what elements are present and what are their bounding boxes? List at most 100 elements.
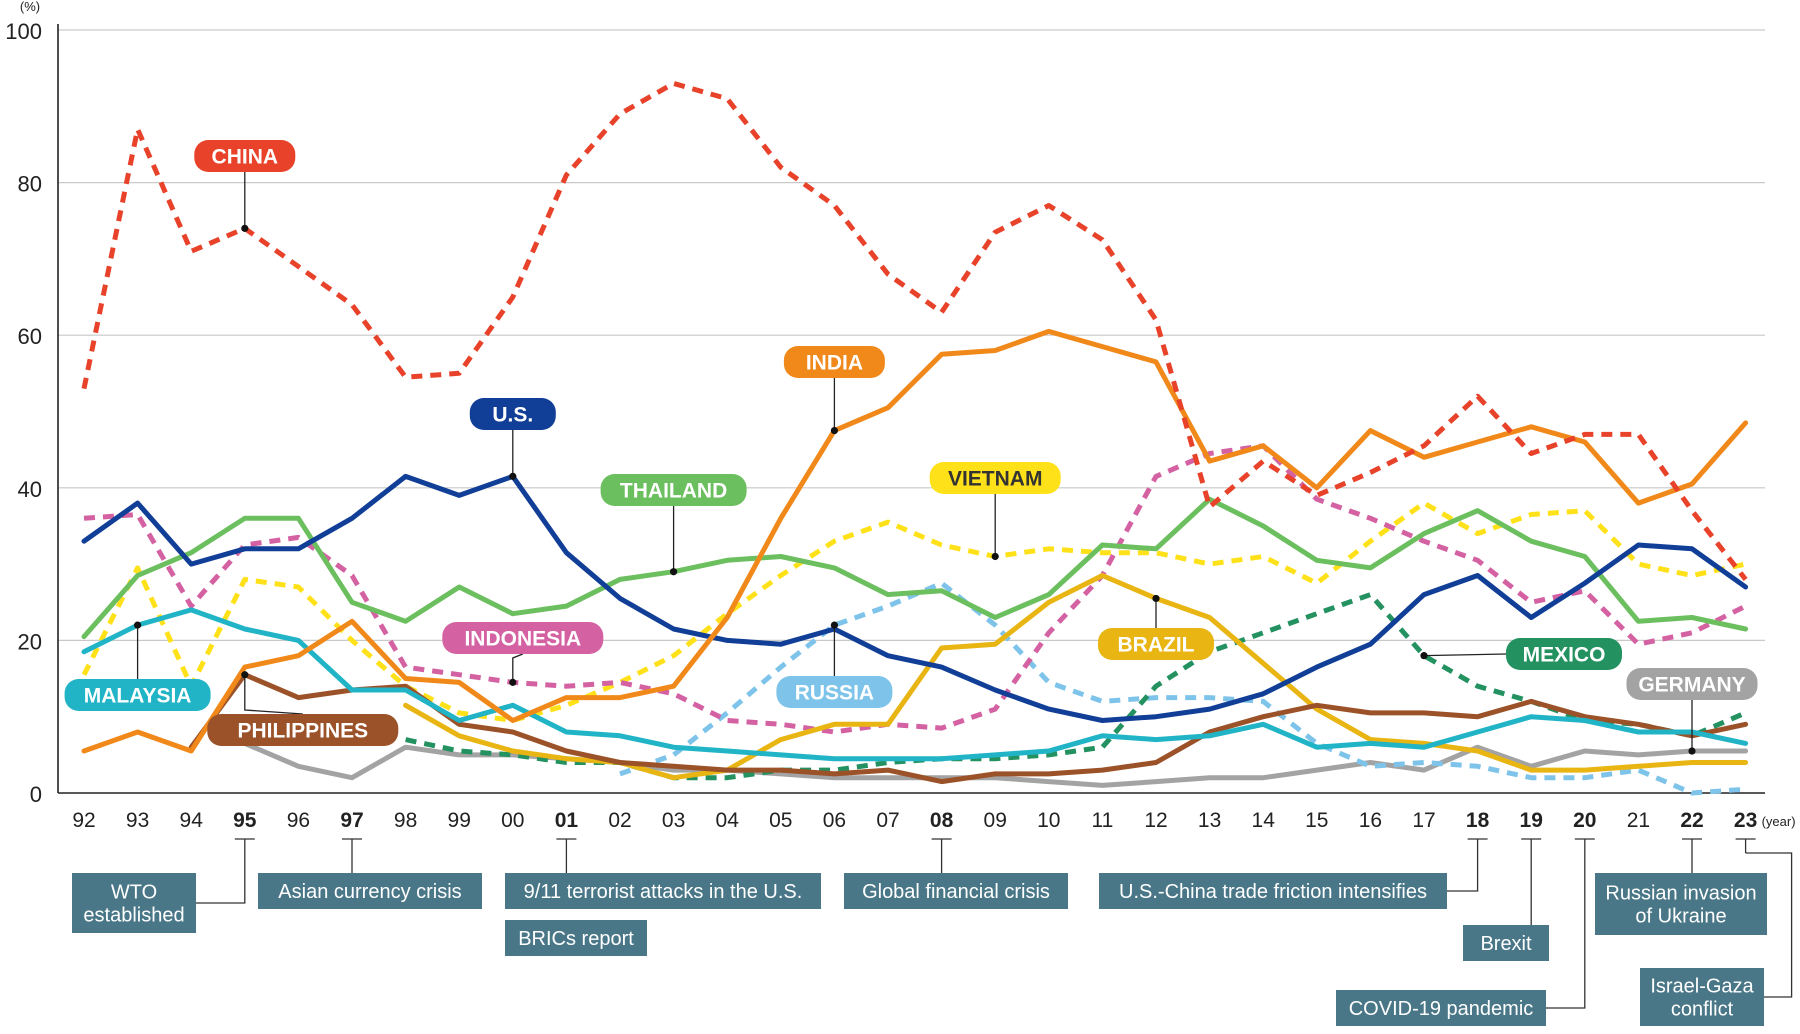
leader-dot (134, 621, 142, 629)
x-tick-label: 10 (1037, 809, 1060, 832)
event-connector (1546, 853, 1586, 1009)
x-tick-label: 03 (662, 809, 685, 832)
x-tick-label: 09 (984, 809, 1007, 832)
series-label-text: INDONESIA (464, 628, 581, 651)
leader-line (512, 653, 524, 683)
x-tick-label: 04 (716, 809, 740, 832)
y-tick-label: 60 (18, 324, 42, 349)
event-annotations: WTO established Asian currency crisis 9/11 … (72, 838, 1793, 1026)
y-tick-label: 100 (5, 19, 42, 44)
x-tick-label: 06 (823, 809, 846, 832)
series-line-india (81, 328, 1749, 754)
series-label-pill (783, 346, 885, 378)
series-labels: CHINA INDIA U.S. THAILAND VIETNAM INDONESIA MA… (64, 140, 1758, 755)
event-box (1099, 873, 1447, 909)
x-tick-label: 01 (555, 809, 579, 832)
series-label-pill (194, 140, 296, 172)
event-box (1463, 925, 1549, 961)
series-line-malaysia (81, 607, 1749, 762)
event-label: Asian currency crisis (278, 881, 461, 903)
event-box (505, 920, 647, 956)
series-line-russia (619, 580, 1746, 796)
leader-dot (509, 678, 517, 686)
series-label-text: VIETNAM (948, 468, 1043, 491)
x-tick-label: 98 (394, 809, 417, 832)
x-tick-label: 15 (1305, 809, 1328, 832)
x-tick-label: 17 (1412, 809, 1435, 832)
series-label-text: PHILIPPINES (237, 720, 368, 743)
event-label: Israel-Gaza conflict (1650, 976, 1754, 1021)
x-tick-label: 12 (1144, 809, 1167, 832)
x-tick-label: 92 (72, 809, 95, 832)
series-line-germany (242, 740, 1749, 788)
gridlines (58, 29, 1765, 642)
x-tick-label: 08 (930, 809, 954, 832)
leader-dot (670, 568, 678, 576)
x-unit-label: (year) (1762, 814, 1796, 829)
y-tick-label: 20 (18, 629, 42, 654)
event-box (72, 873, 196, 933)
x-tick-label: 13 (1198, 809, 1221, 832)
event-connector (1745, 852, 1793, 998)
series-label-pill (469, 398, 556, 430)
y-unit-label: (%) (20, 0, 40, 14)
leader-line (244, 674, 303, 715)
x-tick-label: 19 (1520, 809, 1543, 832)
series-label-pill (1098, 628, 1214, 660)
series-line-vietnam (81, 500, 1747, 723)
series-label-text: CHINA (212, 146, 279, 169)
series-label-text: BRAZIL (1118, 634, 1195, 657)
event-label: COVID-19 pandemic (1349, 998, 1534, 1020)
event-box (1640, 968, 1764, 1026)
event-box (258, 873, 482, 909)
series-label-text: RUSSIA (795, 682, 874, 705)
series-label-pill (64, 679, 211, 711)
event-label: Russian invasion of Ukraine (1605, 883, 1756, 928)
x-tick-label: 11 (1091, 809, 1113, 832)
series-label-text: GERMANY (1638, 674, 1745, 697)
event-label: Global financial crisis (862, 881, 1050, 903)
series-label-pill (776, 676, 893, 708)
x-tick-label: 97 (340, 809, 363, 832)
x-tick-label: 99 (448, 809, 471, 832)
x-tick-label: 00 (501, 809, 524, 832)
x-tick-label: 07 (876, 809, 899, 832)
event-label: BRICs report (518, 928, 634, 950)
x-tick-label: 94 (180, 809, 204, 832)
leader-dot (830, 426, 839, 435)
x-tick-label: 02 (608, 809, 631, 832)
x-tick-label: 05 (769, 809, 792, 832)
x-tick-label: 22 (1680, 809, 1703, 832)
x-tick-label: 23 (1734, 809, 1757, 832)
leader-dot (1152, 594, 1160, 603)
event-label: Brexit (1480, 933, 1532, 955)
x-tick-label: 21 (1627, 809, 1650, 832)
series-label-text: U.S. (492, 404, 533, 427)
series-lines (81, 80, 1749, 796)
y-tick-label: 80 (18, 172, 42, 197)
series-label-text: MEXICO (1523, 644, 1606, 667)
series-line-mexico (405, 592, 1747, 781)
event-connector (196, 853, 246, 904)
x-tick-label: 95 (233, 809, 257, 832)
leader-dot (241, 671, 249, 679)
series-label-text: THAILAND (620, 480, 727, 503)
x-tick-label: 18 (1466, 809, 1490, 832)
series-label-pill (929, 462, 1061, 494)
leader-dot (1420, 652, 1428, 660)
event-label: 9/11 terrorist attacks in the U.S. (524, 881, 803, 903)
x-tick-label: 16 (1359, 809, 1382, 832)
leader-line (1423, 653, 1507, 657)
event-box (1336, 990, 1546, 1026)
event-box (505, 873, 821, 909)
x-tick-label: 14 (1252, 809, 1276, 832)
y-tick-label: 0 (30, 782, 42, 807)
series-label-pill (442, 622, 604, 654)
leader-dot (1688, 747, 1696, 755)
x-tick-label: 20 (1573, 809, 1596, 832)
leader-dot (991, 552, 999, 561)
event-label: U.S.-China trade friction intensifies (1119, 881, 1427, 903)
series-label-text: INDIA (806, 352, 863, 375)
x-tick-label: 93 (126, 809, 149, 832)
